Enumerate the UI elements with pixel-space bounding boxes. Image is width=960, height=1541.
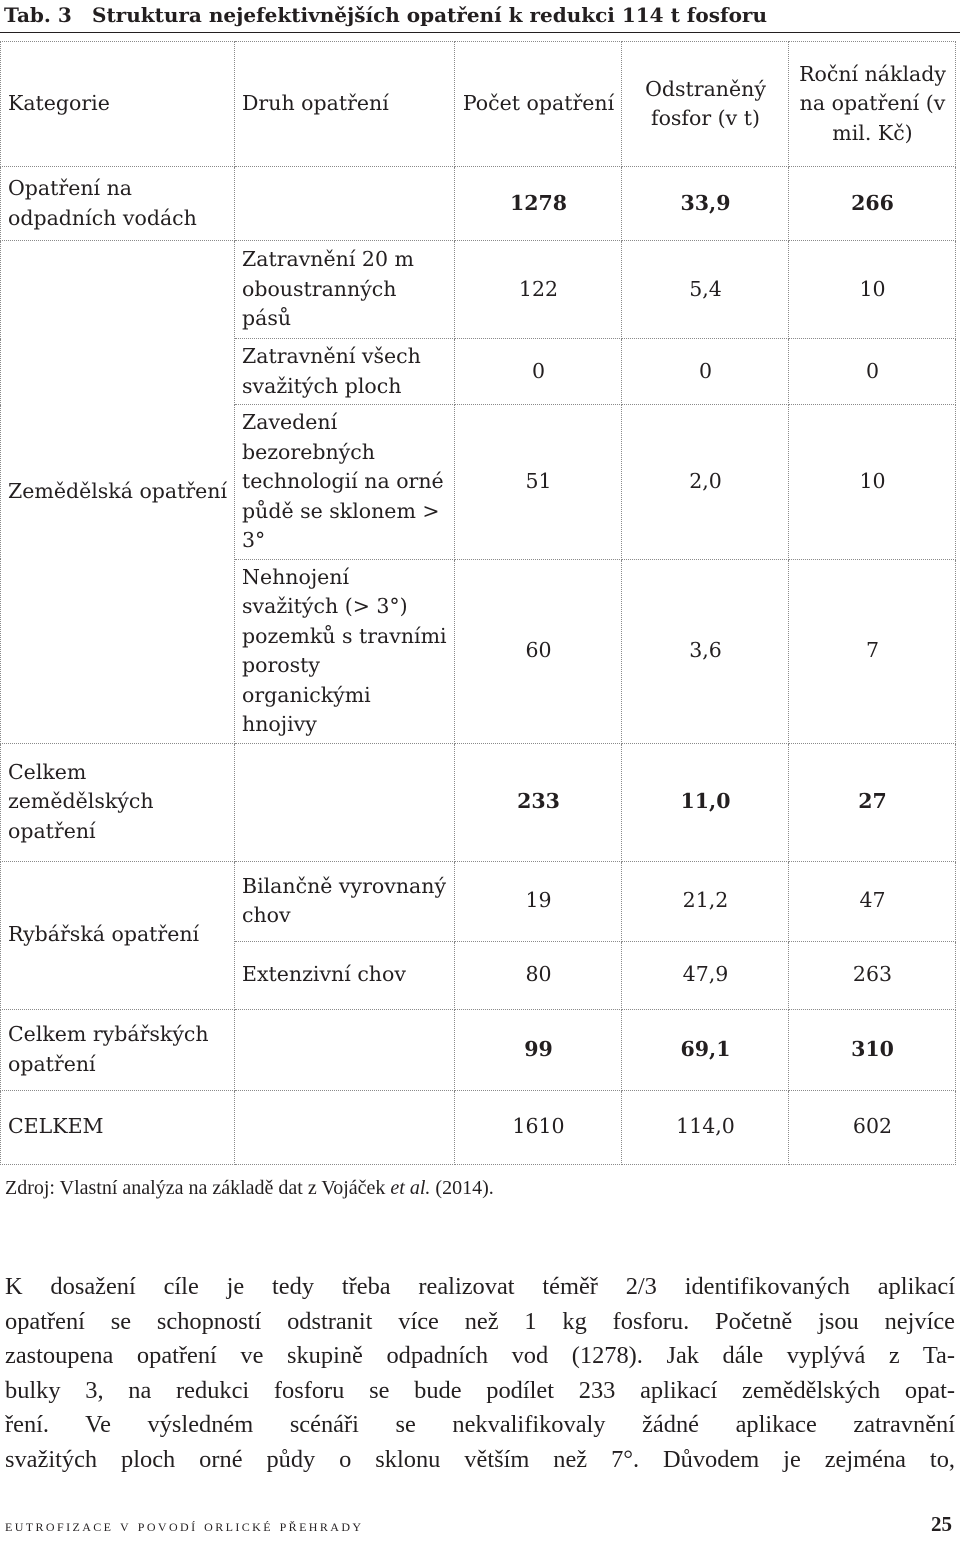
cell-measure (234, 1008, 455, 1091)
cell-cost: 263 (788, 940, 956, 1010)
paragraph-line: K dosažení cíle je tedy třeba realizovat… (5, 1273, 955, 1300)
cell-phosphorus: 114,0 (621, 1089, 789, 1165)
paragraph-line: zastoupena opatření ve skupině odpadních… (5, 1342, 955, 1370)
header-cost: Roční náklady na opatření (v mil. Kč) (788, 41, 956, 167)
cell-category: Opatření na odpadních vodách (0, 166, 235, 241)
cell-phosphorus: 11,0 (621, 742, 789, 862)
header-phosphorus: Odstraněný fosfor (v t) (621, 41, 789, 167)
cell-count: 233 (454, 742, 622, 862)
table-row: Opatření na odpadních vodách 1278 33,9 2… (0, 166, 956, 241)
cell-category: Rybářská opatření (0, 860, 235, 1010)
body-paragraph: K dosažení cíle je tedy třeba realizovat… (5, 1270, 955, 1478)
cell-count: 1610 (454, 1089, 622, 1165)
cell-count: 122 (454, 240, 622, 339)
source-prefix: Zdroj: Vlastní analýza na základě dat z … (5, 1177, 391, 1199)
paragraph-line: ření. Ve výsledném scénáři se nekvalifik… (5, 1411, 955, 1439)
cell-phosphorus: 21,2 (621, 860, 789, 942)
table-header-row: Kategorie Druh opatření Počet opatření O… (0, 41, 956, 167)
cell-phosphorus: 2,0 (621, 404, 789, 560)
header-category: Kategorie (0, 41, 235, 167)
cell-measure (234, 166, 455, 241)
table-row: Rybářská opatření Bilančně vyrovnaný cho… (0, 860, 956, 1010)
cell-phosphorus: 47,9 (621, 940, 789, 1010)
page-number: 25 (931, 1512, 952, 1536)
cell-measure: Extenzivní chov (234, 940, 455, 1010)
cell-phosphorus: 3,6 (621, 558, 789, 744)
cell-phosphorus: 69,1 (621, 1008, 789, 1091)
cell-phosphorus: 33,9 (621, 166, 789, 241)
cell-count: 19 (454, 860, 622, 942)
cell-category: Zemědělská opatření (0, 240, 235, 744)
table-row: Celkem zemědělských opatření 233 11,0 27 (0, 742, 956, 862)
cell-count: 1278 (454, 166, 622, 241)
data-table: Kategorie Druh opatření Počet opatření O… (0, 41, 956, 1165)
source-suffix: (2014). (430, 1177, 494, 1199)
cell-measure (234, 1089, 455, 1165)
cell-measure: Zatravnění 20 m oboustranných pásů (234, 240, 455, 339)
table-title: Struktura nejefektivnějších opatření k r… (92, 3, 767, 27)
cell-cost: 310 (788, 1008, 956, 1091)
cell-measure: Bilančně vyrovnaný chov (234, 860, 455, 942)
cell-cost: 266 (788, 166, 956, 241)
cell-cost: 10 (788, 404, 956, 560)
cell-count: 60 (454, 558, 622, 744)
table-row: Zavedení bezorebných technologií na orné… (1, 404, 956, 560)
cell-category: Celkem zemědělských opatření (0, 742, 235, 862)
paragraph-line: bulky 3, na redukci fosforu se bude podí… (5, 1376, 955, 1404)
cell-measure: Zatravnění všech svažitých ploch (234, 338, 455, 405)
cell-measure (234, 742, 455, 862)
source-italic: et al. (390, 1177, 431, 1199)
cell-count: 0 (454, 338, 622, 405)
table-row: Zemědělská opatření Zatravnění 20 m obou… (0, 240, 956, 744)
header-count: Počet opatření (454, 41, 622, 167)
table-row: Zatravnění všech svažitých ploch 0 0 0 (1, 338, 956, 405)
cell-category: CELKEM (0, 1089, 235, 1165)
cell-cost: 27 (788, 742, 956, 862)
cell-cost: 0 (788, 338, 956, 405)
cell-count: 80 (454, 940, 622, 1010)
table-row: Celkem rybářských opatření 99 69,1 310 (0, 1008, 956, 1091)
paragraph-line: opatření se schopností odstranit více ne… (5, 1307, 955, 1335)
cell-phosphorus: 0 (621, 338, 789, 405)
cell-count: 99 (454, 1008, 622, 1091)
cell-category: Celkem rybářských opatření (0, 1008, 235, 1091)
cell-cost: 47 (788, 860, 956, 942)
source-note: Zdroj: Vlastní analýza na základě dat z … (5, 1175, 494, 1201)
cell-cost: 7 (788, 558, 956, 744)
table-row: Nehnojení svažitých (> 3°) pozemků s tra… (1, 558, 956, 744)
table-number: Tab. 3 (4, 3, 72, 27)
cell-measure: Nehnojení svažitých (> 3°) pozemků s tra… (234, 558, 455, 744)
paragraph-line: svažitých ploch orné půdy o sklonu větší… (5, 1445, 955, 1473)
cell-count: 51 (454, 404, 622, 560)
cell-cost: 10 (788, 240, 956, 339)
cell-phosphorus: 5,4 (621, 240, 789, 339)
table-row: CELKEM 1610 114,0 602 (0, 1089, 956, 1165)
table-caption: Tab. 3 Struktura nejefektivnějších opatř… (0, 0, 960, 33)
cell-cost: 602 (788, 1089, 956, 1165)
cell-measure: Zavedení bezorebných technologií na orné… (234, 404, 455, 560)
header-measure: Druh opatření (234, 41, 455, 167)
running-footer-title: eutrofizace v povodí orlické přehrady (5, 1516, 364, 1535)
